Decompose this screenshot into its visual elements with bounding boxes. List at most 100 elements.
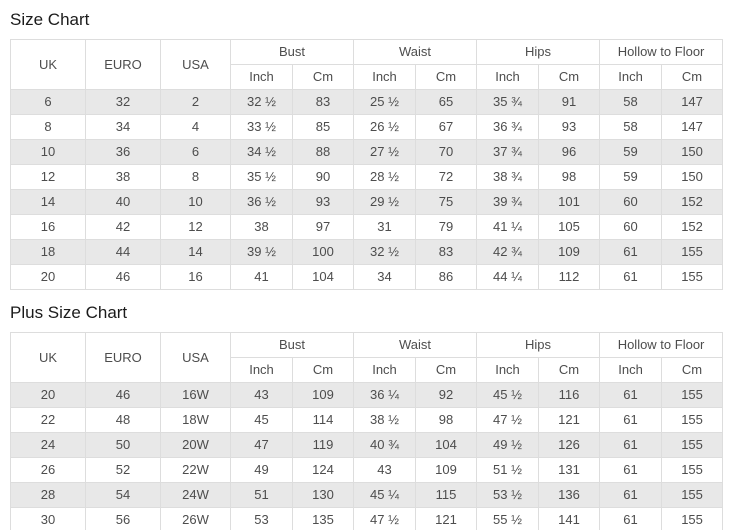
table-cell: 18W <box>160 407 231 433</box>
table-cell: 47 ½ <box>476 407 540 433</box>
table-cell: 121 <box>415 507 478 530</box>
table-cell: 60 <box>599 189 663 215</box>
subheader-bust-cm: Cm <box>291 64 355 90</box>
subheader-waist-inch: Inch <box>353 64 417 90</box>
table-cell: 42 ¾ <box>476 239 540 265</box>
header-hips: Hips <box>476 39 601 65</box>
table-cell: 47 <box>230 432 293 458</box>
table-cell: 36 ¼ <box>353 382 417 408</box>
plus-size-chart-body: 20 46 16W 43 109 36 ¼ 92 45 ½ 116 61 155 22 48 18W 45 1… <box>10 382 724 530</box>
plus-size-chart-section: Plus Size Chart UK EURO USA Bust Waist H… <box>10 303 724 530</box>
table-cell: 47 ½ <box>353 507 417 530</box>
subheader-hollow-inch: Inch <box>599 357 663 383</box>
table-cell: 24W <box>160 482 231 508</box>
table-cell: 61 <box>599 507 663 530</box>
table-cell: 109 <box>415 457 478 483</box>
table-cell: 24 <box>10 432 86 458</box>
table-cell: 26 <box>10 457 86 483</box>
table-cell: 155 <box>661 264 724 290</box>
table-cell: 93 <box>291 189 355 215</box>
table-cell: 98 <box>415 407 478 433</box>
table-cell: 38 ¾ <box>476 164 540 190</box>
table-cell: 61 <box>599 432 663 458</box>
table-cell: 26 ½ <box>353 114 417 140</box>
subheader-hips-inch: Inch <box>476 64 540 90</box>
table-row: 14 40 10 36 ½ 93 29 ½ 75 39 ¾ 101 60 152 <box>10 189 724 215</box>
table-cell: 112 <box>538 264 601 290</box>
table-cell: 30 <box>10 507 86 530</box>
table-cell: 49 <box>230 457 293 483</box>
table-cell: 32 ½ <box>353 239 417 265</box>
table-cell: 155 <box>661 482 724 508</box>
table-cell: 4 <box>160 114 231 140</box>
table-cell: 65 <box>415 89 478 115</box>
subheader-hips-cm: Cm <box>538 64 601 90</box>
subheader-waist-cm: Cm <box>415 64 478 90</box>
table-cell: 45 <box>230 407 293 433</box>
header-euro: EURO <box>85 39 161 90</box>
header-waist: Waist <box>353 39 478 65</box>
table-cell: 59 <box>599 164 663 190</box>
table-cell: 12 <box>160 214 231 240</box>
table-cell: 16 <box>10 214 86 240</box>
table-cell: 39 ¾ <box>476 189 540 215</box>
table-cell: 38 <box>230 214 293 240</box>
table-cell: 46 <box>85 264 161 290</box>
table-row: 12 38 8 35 ½ 90 28 ½ 72 38 ¾ 98 59 150 <box>10 164 724 190</box>
size-chart-section: Size Chart UK EURO USA Bust Waist Hips H… <box>10 10 724 290</box>
subheader-waist-inch: Inch <box>353 357 417 383</box>
table-cell: 121 <box>538 407 601 433</box>
header-usa: USA <box>160 39 231 90</box>
table-cell: 109 <box>538 239 601 265</box>
table-cell: 96 <box>538 139 601 165</box>
table-row: 10 36 6 34 ½ 88 27 ½ 70 37 ¾ 96 59 150 <box>10 139 724 165</box>
table-cell: 58 <box>599 114 663 140</box>
table-cell: 101 <box>538 189 601 215</box>
header-uk: UK <box>10 332 86 383</box>
table-cell: 2 <box>160 89 231 115</box>
table-cell: 10 <box>10 139 86 165</box>
table-cell: 51 <box>230 482 293 508</box>
table-cell: 43 <box>353 457 417 483</box>
table-cell: 32 <box>85 89 161 115</box>
table-cell: 45 ½ <box>476 382 540 408</box>
table-cell: 152 <box>661 189 724 215</box>
table-cell: 14 <box>160 239 231 265</box>
table-cell: 109 <box>291 382 355 408</box>
table-row: 22 48 18W 45 114 38 ½ 98 47 ½ 121 61 155 <box>10 407 724 433</box>
size-chart-table: UK EURO USA Bust Waist Hips Hollow to Fl… <box>10 39 724 290</box>
table-cell: 104 <box>291 264 355 290</box>
table-row: 8 34 4 33 ½ 85 26 ½ 67 36 ¾ 93 58 147 <box>10 114 724 140</box>
table-cell: 100 <box>291 239 355 265</box>
table-cell: 37 ¾ <box>476 139 540 165</box>
table-cell: 26W <box>160 507 231 530</box>
table-cell: 83 <box>291 89 355 115</box>
table-cell: 58 <box>599 89 663 115</box>
table-cell: 38 ½ <box>353 407 417 433</box>
table-cell: 27 ½ <box>353 139 417 165</box>
table-row: 20 46 16W 43 109 36 ¼ 92 45 ½ 116 61 155 <box>10 382 724 408</box>
table-cell: 41 <box>230 264 293 290</box>
table-cell: 55 ½ <box>476 507 540 530</box>
table-cell: 105 <box>538 214 601 240</box>
table-cell: 88 <box>291 139 355 165</box>
table-cell: 18 <box>10 239 86 265</box>
table-row: 24 50 20W 47 119 40 ¾ 104 49 ½ 126 61 155 <box>10 432 724 458</box>
table-cell: 150 <box>661 139 724 165</box>
table-cell: 152 <box>661 214 724 240</box>
table-cell: 45 ¼ <box>353 482 417 508</box>
table-cell: 49 ½ <box>476 432 540 458</box>
table-cell: 8 <box>10 114 86 140</box>
subheader-bust-inch: Inch <box>230 64 293 90</box>
table-cell: 104 <box>415 432 478 458</box>
table-cell: 70 <box>415 139 478 165</box>
table-cell: 141 <box>538 507 601 530</box>
table-cell: 147 <box>661 89 724 115</box>
table-cell: 35 ¾ <box>476 89 540 115</box>
table-cell: 38 <box>85 164 161 190</box>
table-cell: 20 <box>10 382 86 408</box>
table-cell: 155 <box>661 407 724 433</box>
table-cell: 40 <box>85 189 161 215</box>
table-cell: 116 <box>538 382 601 408</box>
